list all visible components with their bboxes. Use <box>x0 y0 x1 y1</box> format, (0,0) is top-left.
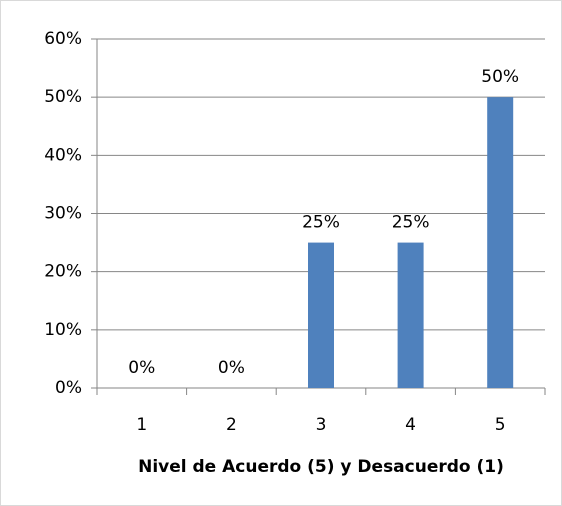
data-label: 25% <box>392 213 430 233</box>
y-tick-label: 10% <box>44 320 82 340</box>
x-tick-label: 5 <box>495 415 506 435</box>
y-tick-label: 30% <box>44 204 82 224</box>
data-label: 50% <box>481 67 519 87</box>
y-tick-label: 0% <box>55 378 82 398</box>
x-tick-label: 3 <box>316 415 327 435</box>
x-axis-title: Nivel de Acuerdo (5) y Desacuerdo (1) <box>138 457 504 477</box>
data-label: 25% <box>302 213 340 233</box>
bar <box>308 242 334 388</box>
x-tick-label: 2 <box>226 415 237 435</box>
data-label: 0% <box>218 358 245 378</box>
y-tick-label: 60% <box>44 29 82 49</box>
x-tick-label: 1 <box>136 415 147 435</box>
bar <box>397 242 424 388</box>
data-label: 0% <box>128 358 155 378</box>
y-tick-label: 40% <box>44 145 82 165</box>
bar <box>487 97 514 389</box>
y-tick-label: 50% <box>44 87 82 107</box>
x-tick-label: 4 <box>405 415 416 435</box>
y-tick-label: 20% <box>44 262 82 282</box>
